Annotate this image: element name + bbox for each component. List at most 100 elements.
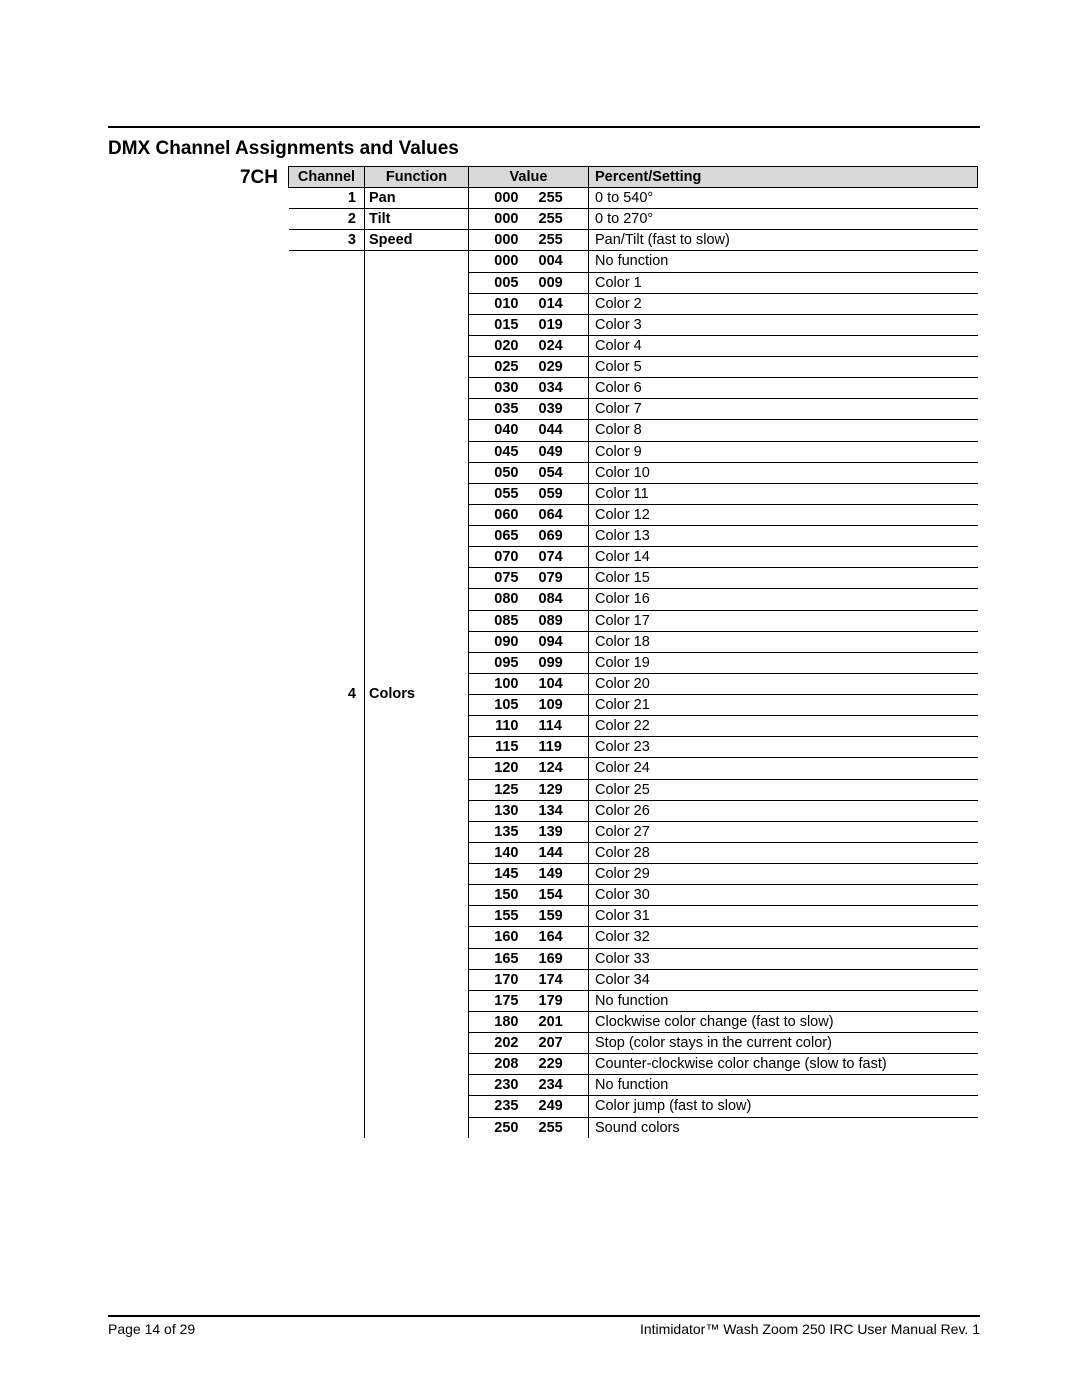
cell-setting: Color 17	[589, 610, 978, 631]
cell-setting: Color 26	[589, 800, 978, 821]
cell-setting: No function	[589, 1075, 978, 1096]
cell-value-start: 180	[469, 1011, 529, 1032]
cell-value-start: 055	[469, 483, 529, 504]
cell-value-end: 255	[529, 188, 589, 209]
cell-value-end: 014	[529, 293, 589, 314]
dmx-table: Channel Function Value Percent/Setting 1…	[288, 166, 978, 1138]
cell-value-start: 000	[469, 230, 529, 251]
cell-setting: Color 5	[589, 357, 978, 378]
cell-function: Speed	[365, 230, 469, 251]
cell-value-start: 120	[469, 758, 529, 779]
cell-value-end: 009	[529, 272, 589, 293]
cell-value-end: 084	[529, 589, 589, 610]
cell-value-start: 135	[469, 821, 529, 842]
cell-setting: Color 21	[589, 695, 978, 716]
cell-value-end: 019	[529, 314, 589, 335]
cell-value-start: 140	[469, 842, 529, 863]
cell-value-start: 110	[469, 716, 529, 737]
cell-setting: Color 34	[589, 969, 978, 990]
cell-value-start: 160	[469, 927, 529, 948]
cell-setting: Clockwise color change (fast to slow)	[589, 1011, 978, 1032]
cell-value-start: 130	[469, 800, 529, 821]
cell-setting: Color 25	[589, 779, 978, 800]
cell-value-end: 059	[529, 483, 589, 504]
cell-setting: Color 33	[589, 948, 978, 969]
cell-value-end: 069	[529, 526, 589, 547]
cell-value-start: 005	[469, 272, 529, 293]
footer-manual-title: Intimidator™ Wash Zoom 250 IRC User Manu…	[640, 1321, 980, 1337]
cell-setting: 0 to 540°	[589, 188, 978, 209]
cell-channel: 1	[289, 188, 365, 209]
cell-setting: Color 18	[589, 631, 978, 652]
cell-setting: Color 22	[589, 716, 978, 737]
cell-value-start: 080	[469, 589, 529, 610]
cell-value-end: 179	[529, 990, 589, 1011]
header-channel: Channel	[289, 167, 365, 188]
cell-setting: Color 6	[589, 378, 978, 399]
page-footer: Page 14 of 29 Intimidator™ Wash Zoom 250…	[108, 1315, 980, 1337]
mode-label: 7CH	[108, 166, 288, 189]
cell-value-end: 034	[529, 378, 589, 399]
cell-setting: Color 24	[589, 758, 978, 779]
cell-setting: 0 to 270°	[589, 209, 978, 230]
cell-value-start: 250	[469, 1117, 529, 1138]
cell-setting: Color jump (fast to slow)	[589, 1096, 978, 1117]
cell-value-start: 020	[469, 335, 529, 356]
cell-setting: Color 31	[589, 906, 978, 927]
cell-value-end: 099	[529, 652, 589, 673]
cell-value-end: 064	[529, 504, 589, 525]
cell-function: Colors	[365, 251, 469, 1138]
cell-setting: Color 19	[589, 652, 978, 673]
cell-value-end: 139	[529, 821, 589, 842]
cell-value-start: 060	[469, 504, 529, 525]
dmx-table-body: 1Pan0002550 to 540°2Tilt0002550 to 270°3…	[289, 188, 978, 1138]
cell-value-start: 095	[469, 652, 529, 673]
cell-value-start: 105	[469, 695, 529, 716]
cell-setting: Color 4	[589, 335, 978, 356]
cell-setting: Color 10	[589, 462, 978, 483]
table-row: 3Speed000255Pan/Tilt (fast to slow)	[289, 230, 978, 251]
cell-value-end: 074	[529, 547, 589, 568]
table-row: 2Tilt0002550 to 270°	[289, 209, 978, 230]
cell-channel: 4	[289, 251, 365, 1138]
cell-value-end: 255	[529, 209, 589, 230]
page-container: DMX Channel Assignments and Values 7CH C…	[0, 0, 1080, 1138]
cell-value-start: 208	[469, 1054, 529, 1075]
cell-value-start: 050	[469, 462, 529, 483]
cell-value-start: 155	[469, 906, 529, 927]
cell-setting: Stop (color stays in the current color)	[589, 1033, 978, 1054]
cell-setting: Color 23	[589, 737, 978, 758]
cell-setting: Color 3	[589, 314, 978, 335]
cell-value-end: 004	[529, 251, 589, 272]
cell-value-start: 235	[469, 1096, 529, 1117]
cell-setting: Color 20	[589, 673, 978, 694]
cell-setting: Color 11	[589, 483, 978, 504]
cell-value-end: 154	[529, 885, 589, 906]
cell-setting: Color 12	[589, 504, 978, 525]
cell-value-start: 045	[469, 441, 529, 462]
cell-value-start: 145	[469, 864, 529, 885]
cell-value-start: 085	[469, 610, 529, 631]
cell-setting: Counter-clockwise color change (slow to …	[589, 1054, 978, 1075]
cell-value-end: 201	[529, 1011, 589, 1032]
cell-setting: Sound colors	[589, 1117, 978, 1138]
table-header-row: Channel Function Value Percent/Setting	[289, 167, 978, 188]
cell-setting: Color 27	[589, 821, 978, 842]
cell-setting: Pan/Tilt (fast to slow)	[589, 230, 978, 251]
cell-value-end: 169	[529, 948, 589, 969]
cell-value-start: 015	[469, 314, 529, 335]
top-rule	[108, 126, 980, 128]
cell-value-end: 255	[529, 230, 589, 251]
cell-setting: Color 13	[589, 526, 978, 547]
cell-value-start: 075	[469, 568, 529, 589]
cell-value-end: 049	[529, 441, 589, 462]
cell-value-start: 150	[469, 885, 529, 906]
cell-value-start: 000	[469, 209, 529, 230]
cell-value-start: 070	[469, 547, 529, 568]
header-value: Value	[469, 167, 589, 188]
cell-value-end: 134	[529, 800, 589, 821]
cell-value-end: 144	[529, 842, 589, 863]
cell-value-end: 255	[529, 1117, 589, 1138]
cell-value-end: 114	[529, 716, 589, 737]
cell-setting: Color 16	[589, 589, 978, 610]
